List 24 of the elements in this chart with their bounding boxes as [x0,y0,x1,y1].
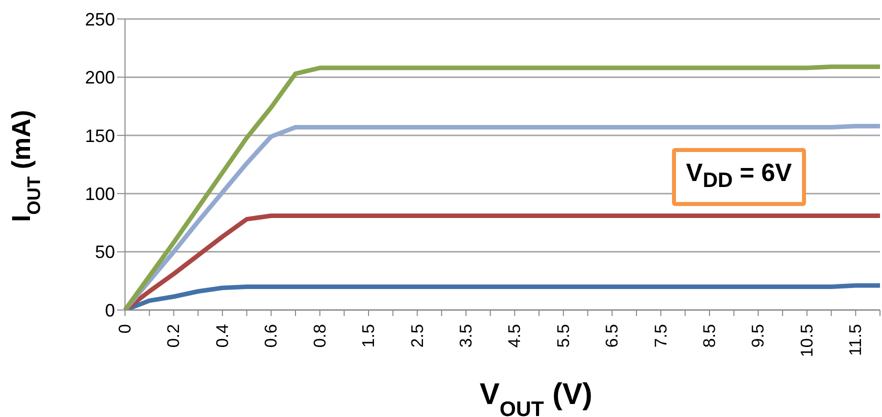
x-tick-label: 4.5 [505,324,524,348]
x-tick-label: 10.5 [797,324,816,358]
x-tick-label: 9.5 [748,324,768,348]
y-tick-label: 0 [104,300,115,320]
x-tick-label: 0 [116,324,134,334]
x-tick-label: 0.2 [164,324,184,348]
x-tick-label: 3.5 [456,324,476,348]
x-tick-label: 6.5 [602,324,622,348]
y-tick-label: 150 [84,126,115,146]
x-tick-label: 0.4 [212,324,232,348]
y-tick-label: 250 [84,9,115,30]
x-tick-label: 0.6 [262,324,281,348]
x-tick-label: 11.5 [846,324,866,356]
y-tick-label: 100 [84,184,115,204]
y-tick-label: 50 [94,242,115,262]
x-tick-label: 5.5 [554,324,573,348]
x-tick-label: 1.5 [359,324,378,348]
x-tick-label: 0.8 [310,324,330,348]
x-axis-title: V$_{OUT}$ (V) [480,378,592,417]
x-tick-label: 7.5 [651,324,670,348]
y-tick-label: 200 [84,68,115,88]
x-tick-label: 2.5 [408,324,427,348]
annotation: V$_{DD}$ = 6V [672,148,806,206]
x-tick-label: 8.5 [700,324,720,348]
